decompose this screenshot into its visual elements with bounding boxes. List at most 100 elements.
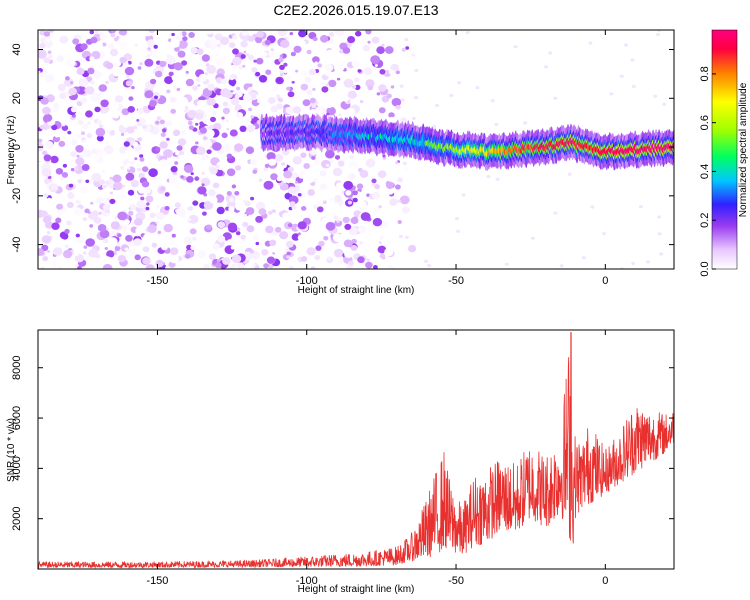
spectrogram-cell: [342, 47, 351, 54]
spectrogram-cell: [85, 86, 95, 95]
spectrogram-cell: [111, 111, 120, 119]
spectrogram-cell: [109, 48, 119, 57]
spectrogram-cell: [117, 197, 122, 202]
spectrogram-cell: [397, 220, 402, 224]
spectrogram-cell: [347, 260, 354, 266]
spectrogram-cell: [89, 56, 95, 62]
spectrogram-cell: [286, 75, 291, 81]
spectrogram-cell: [228, 42, 236, 48]
spectrogram-cell: [115, 134, 126, 143]
spectrogram-cell: [182, 36, 188, 42]
spectrogram-cell: [334, 194, 342, 202]
spectrogram-cell: [251, 67, 258, 73]
spectrogram-cell: [588, 41, 593, 45]
spectrogram-cell: [57, 266, 63, 269]
spectrogram-cell: [277, 30, 288, 37]
spectrogram-cell: [157, 230, 162, 234]
spectrogram-cell: [124, 149, 132, 156]
spectrogram-cell: [366, 193, 370, 197]
spectrogram-cell: [102, 252, 106, 256]
spectrogram-cell: [379, 235, 384, 240]
spectrogram-cell: [55, 168, 64, 175]
spectrogram-cell: [89, 30, 95, 35]
spectrogram-cell: [279, 70, 284, 75]
spectrogram-cell: [266, 152, 276, 161]
spectrogram-cell: [125, 234, 133, 242]
spectrogram-cell: [272, 209, 276, 213]
spectrogram-cell: [229, 76, 234, 81]
spectrogram-cell: [116, 250, 122, 255]
spectrogram-cell: [38, 70, 41, 74]
spectrogram-cell: [110, 221, 120, 230]
spectrogram-cell: [99, 33, 108, 41]
spectrogram-cell: [276, 94, 280, 98]
snr-x-label: Height of straight line (km): [298, 584, 415, 595]
y-tick-label: 6000: [11, 406, 23, 430]
spectrogram-cell: [139, 157, 145, 162]
spectrogram-cell: [338, 259, 344, 264]
spectrogram-cell: [117, 233, 122, 238]
spectrogram-cell: [72, 206, 77, 211]
spectrogram-cell: [314, 255, 321, 261]
spectrogram-cell: [128, 96, 134, 101]
spectrogram-cell: [148, 30, 156, 34]
spectrogram-cell: [91, 172, 102, 182]
spectrogram-cell: [103, 184, 107, 189]
spectrogram-cell: [333, 233, 343, 243]
spectrogram-cell: [378, 205, 383, 209]
spectrogram-cell: [83, 245, 88, 249]
spectrogram-cell: [126, 162, 131, 167]
spectrogram-cell: [65, 99, 71, 105]
spectrogram-cell: [203, 114, 208, 118]
spectrogram-cell: [377, 245, 387, 254]
spectrogram-cell: [345, 190, 352, 196]
spectrogram-cell: [348, 226, 358, 236]
spectrogram-cell: [261, 249, 269, 256]
spectrogram-cell: [148, 168, 158, 178]
spectrogram-cell: [156, 205, 160, 209]
spectrogram-cell: [235, 165, 242, 171]
spectrogram-cell: [197, 84, 201, 87]
spectrogram-cell: [54, 132, 60, 138]
spectrogram-cell: [286, 255, 290, 259]
spectrogram-cell: [402, 165, 409, 171]
spectrogram-cell: [174, 202, 181, 208]
spectrogram-cell: [291, 205, 297, 210]
spectrogram-cell: [197, 99, 206, 108]
spectrogram-cell: [292, 106, 302, 114]
spectrogram-cell: [67, 130, 72, 135]
x-tick-label: 0: [602, 275, 608, 287]
spectrogram-cell: [164, 192, 170, 197]
spectrogram-cell: [265, 69, 272, 75]
spectrogram-cell: [84, 208, 90, 214]
spectrogram-cell: [348, 160, 358, 170]
spectrogram-cell: [202, 117, 208, 123]
spectrogram-cell: [306, 247, 316, 256]
spectrogram-cell: [367, 85, 374, 91]
spectrogram-cell: [365, 103, 374, 111]
spectrogram-cell: [258, 75, 268, 83]
spectrogram-cell: [253, 233, 260, 240]
spectrogram-cell: [60, 176, 64, 180]
snr-frame: [37, 329, 675, 570]
spectrogram-cell: [113, 71, 119, 77]
spectrogram-cell: [137, 122, 141, 126]
spectrogram-cell: [102, 42, 107, 47]
spectrogram-cell: [153, 44, 158, 49]
spectrogram-cell: [136, 265, 140, 269]
spectrogram-cell: [188, 214, 199, 224]
spectrogram-cell: [267, 96, 276, 104]
spectrogram-cell: [80, 131, 86, 136]
spectrogram-cell: [235, 231, 241, 236]
spectrogram-cell: [170, 108, 176, 114]
spectrogram-cell: [114, 245, 121, 251]
spectrogram-cell: [308, 254, 315, 260]
spectrogram-cell: [530, 236, 535, 240]
spectrogram-cell: [118, 68, 125, 75]
spectrogram-cell: [102, 169, 106, 173]
spectrogram-cell: [64, 55, 69, 59]
spectrogram-cell: [395, 70, 400, 75]
spectrogram-cell: [400, 98, 405, 102]
spectrogram-cell: [163, 223, 173, 233]
spectrogram-cell: [356, 183, 364, 190]
